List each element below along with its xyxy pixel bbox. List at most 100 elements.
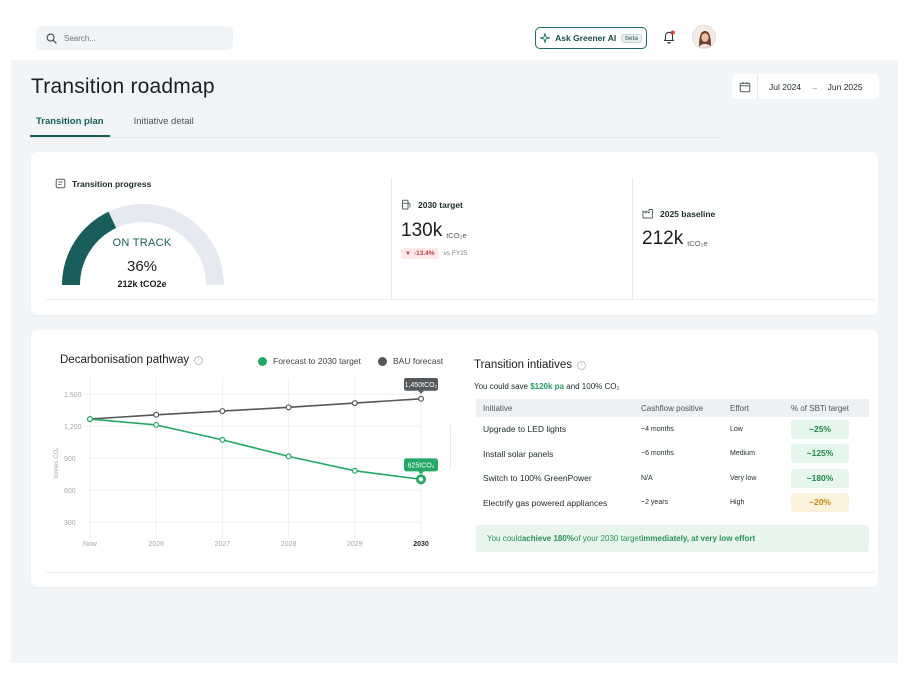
target-label: 2030 target [401, 199, 463, 210]
legend-bau-dot [378, 356, 387, 366]
divider [450, 425, 451, 470]
tab-transition-plan[interactable]: Transition plan [30, 108, 110, 137]
initiative-cashflow: N/A [641, 474, 653, 482]
forecast-point [153, 421, 160, 428]
initiative-cashflow: ~6 months [641, 450, 674, 458]
baseline-unit: tCO₂e [687, 239, 708, 248]
table-row[interactable]: Electrify gas powered appliances ~2 year… [476, 491, 869, 516]
search-box[interactable] [36, 26, 233, 50]
avatar[interactable] [692, 25, 716, 49]
divider [632, 178, 633, 300]
y-tick-label: 1,500 [64, 392, 82, 399]
date-to: Jun 2025 [827, 81, 863, 92]
legend-forecast[interactable]: Forecast to 2030 target [258, 356, 361, 366]
baseline-label: 2025 baseline [642, 208, 715, 219]
banner-bold-1: achieve 180% [521, 534, 574, 543]
card-footer-divider [46, 572, 876, 573]
transition-progress-label: Transition progress [55, 178, 151, 189]
forecast-line [89, 418, 422, 481]
change-note: vs FY25 [443, 250, 468, 257]
savings-line: You could save $120k pa and 100% CO₂ [474, 382, 620, 391]
top-bar: Ask Greener AI beta [0, 0, 909, 60]
beta-badge: beta [621, 33, 642, 43]
bau-end-label: 1,450tCO₂ [405, 382, 438, 389]
baseline-label-text: 2025 baseline [660, 208, 716, 219]
sbti-badge: ~20% [791, 493, 849, 513]
ask-greener-ai-button[interactable]: Ask Greener AI beta [535, 27, 647, 49]
calendar-icon [739, 81, 750, 92]
target-label-text: 2030 target [418, 199, 463, 210]
bell-icon[interactable] [661, 29, 677, 45]
ai-button-label: Ask Greener AI [555, 33, 617, 43]
forecast-point [285, 453, 292, 460]
initiative-name: Install solar panels [483, 448, 554, 459]
x-tick-label: Now [83, 541, 98, 548]
sbti-badge: ~180% [791, 468, 849, 488]
initiative-effort: Medium [730, 450, 755, 458]
gauge-fill [62, 211, 117, 286]
baseline-divider [46, 299, 876, 300]
initiative-cashflow: ~2 years [641, 499, 669, 507]
date-range-picker[interactable]: Jul 2024 → Jun 2025 [732, 74, 879, 99]
target-change: ▼ -13.4% vs FY25 [401, 248, 467, 259]
initiatives-title-row: Transition intiatives i [474, 359, 587, 371]
page-title: Transition roadmap [31, 75, 215, 98]
date-from: Jul 2024 [769, 81, 802, 92]
y-tick-label: 900 [64, 456, 76, 463]
calendar-icon-box [732, 74, 758, 99]
legend-forecast-label: Forecast to 2030 target [273, 356, 361, 366]
x-tick-label: 2030 [413, 541, 429, 548]
target-value: 130k [401, 220, 443, 241]
user-photo-icon [693, 26, 715, 48]
decarbonisation-chart: 300 600 900 1,200 1,500 Now 2026 2027 2028 2029 20… [54, 378, 438, 548]
fuel-pump-icon [402, 199, 411, 210]
chart-title: Decarbonisation pathway [60, 354, 190, 366]
table-row[interactable]: Upgrade to LED lights ~4 months Low ~25% [476, 417, 869, 442]
initiatives-table: Initiative Cashflow positive Effort % of… [476, 399, 869, 515]
search-input[interactable] [64, 33, 214, 43]
transition-progress-text: Transition progress [72, 178, 152, 189]
gauge-percent: 36% [126, 258, 158, 275]
initiative-effort: Low [730, 425, 743, 433]
initiative-name: Upgrade to LED lights [483, 424, 567, 435]
change-badge: ▼ -13.4% [401, 248, 439, 259]
baseline-metric: 212k tCO₂e [642, 228, 708, 250]
bau-end-tag-pointer [418, 390, 424, 394]
initiative-name: Switch to 100% GreenPower [483, 473, 592, 484]
table-row[interactable]: Install solar panels ~6 months Medium ~1… [476, 442, 869, 467]
col-initiative: Initiative [476, 399, 634, 417]
legend-bau-label: BAU forecast [393, 356, 444, 366]
x-tick-label: 2026 [148, 541, 164, 548]
tab-initiative-detail[interactable]: Initiative detail [133, 116, 194, 127]
summary-card: Transition progress ON TRACK 36% 212k tC… [31, 152, 878, 315]
x-tick-label: 2028 [281, 541, 297, 548]
info-icon[interactable]: i [577, 360, 587, 370]
initiatives-title: Transition intiatives [474, 359, 573, 371]
pathway-title-row: Decarbonisation pathway i [60, 354, 204, 366]
y-tick-label: 300 [64, 520, 76, 527]
banner-bold-2: immediately, at very low effort [641, 534, 756, 543]
x-tick-label: 2027 [215, 541, 231, 548]
banner-mid: of your 2030 target [573, 534, 642, 543]
bau-line [89, 398, 422, 420]
forecast-point [86, 416, 93, 423]
forecast-end-tag [404, 458, 438, 472]
col-effort: Effort [723, 399, 784, 417]
banner-prefix: You could [487, 534, 522, 543]
table-row[interactable]: Switch to 100% GreenPower N/A Very low ~… [476, 466, 869, 491]
legend-forecast-dot [258, 356, 267, 366]
legend-bau[interactable]: BAU forecast [378, 356, 443, 366]
factory-icon [642, 209, 653, 219]
initiative-effort: High [730, 499, 745, 507]
bau-point [418, 395, 425, 402]
progress-gauge [62, 204, 224, 286]
caret-down-icon: ▼ [405, 250, 411, 257]
search-icon [46, 33, 57, 44]
bau-point [153, 411, 160, 418]
baseline-value: 212k [642, 228, 684, 249]
table-header-row: Initiative Cashflow positive Effort % of… [476, 399, 869, 417]
target-metric: 130k tCO₂e [401, 220, 467, 242]
savings-suffix: and 100% CO₂ [564, 382, 620, 391]
col-sbti: % of SBTi target [784, 399, 869, 417]
info-icon[interactable]: i [194, 355, 204, 365]
